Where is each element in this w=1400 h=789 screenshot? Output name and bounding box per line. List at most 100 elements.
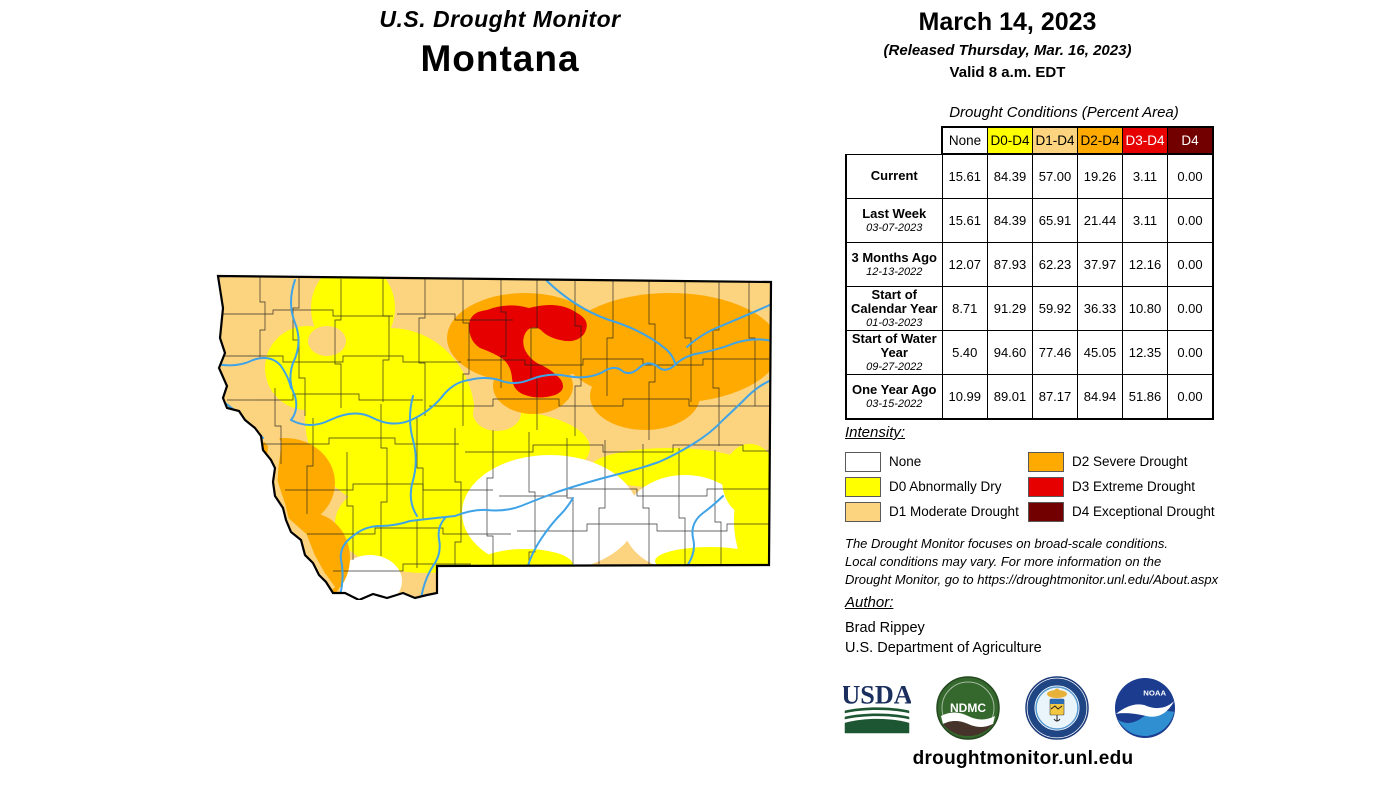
valid-time: Valid 8 a.m. EDT (949, 64, 1066, 81)
commerce-ring (1027, 678, 1087, 738)
row-label-cell: Last Week 03-07-2023 (845, 198, 943, 243)
legend-label: D1 Moderate Drought (889, 504, 1019, 519)
value-cell: 87.17 (1032, 374, 1078, 420)
montana-drought-map (215, 268, 775, 602)
usda-field-stripe (844, 707, 910, 714)
site-url: droughtmonitor.unl.edu (912, 748, 1134, 769)
commerce-shield-mountains (1050, 705, 1063, 710)
commerce-eagle (1047, 690, 1067, 698)
legend-item-d1-moderate-drought: D1 Moderate Drought (845, 499, 1028, 524)
noaa-wordmark: NOAA (1143, 688, 1166, 697)
table-row-one-year-ago: One Year Ago 03-15-2022 10.99 89.01 87.17 84.… (845, 374, 1214, 420)
intensity-legend: Intensity: None D0 Abnormally Dry D1 Moder… (845, 424, 1215, 524)
report-title: U.S. Drought Monitor (379, 6, 621, 32)
legend-label: D3 Extreme Drought (1072, 479, 1196, 494)
value-cell: 0.00 (1167, 374, 1214, 420)
value-cell: 12.07 (941, 242, 988, 287)
legend-label: None (889, 454, 922, 469)
row-date: 09-27-2022 (866, 360, 923, 373)
usda-wordmark: USDA (843, 681, 911, 710)
value-cell: 91.29 (987, 286, 1033, 331)
legend-label: D0 Abnormally Dry (889, 479, 1002, 494)
value-cell: 10.99 (941, 374, 988, 420)
drought-map-svg (216, 274, 773, 602)
noaa-logo: NOAA (1114, 677, 1176, 739)
value-cell: 65.91 (1032, 198, 1078, 243)
row-label: 3 Months Ago (851, 249, 937, 265)
legend-item-none: None (845, 449, 1028, 474)
commerce-logo (1025, 676, 1089, 740)
value-cell: 62.23 (1032, 242, 1078, 287)
usda-field-stripe (844, 713, 910, 720)
value-cell: 0.00 (1167, 330, 1214, 375)
table-corner (846, 127, 942, 154)
value-cell: 94.60 (987, 330, 1033, 375)
value-cell: 5.40 (941, 330, 988, 375)
usda-logo: USDA (843, 681, 911, 734)
disclaimer-line-3: Drought Monitor, go to https://droughtmo… (845, 572, 1219, 587)
value-cell: 3.11 (1122, 153, 1168, 199)
row-label-cell: Current (845, 153, 943, 199)
ndmc-wordmark: NDMC (950, 701, 986, 715)
value-cell: 77.46 (1032, 330, 1078, 375)
value-cell: 87.93 (987, 242, 1033, 287)
noaa-sea (1117, 710, 1175, 736)
value-cell: 21.44 (1077, 198, 1123, 243)
row-date: 03-07-2023 (866, 221, 923, 234)
col-header-d1-d4: D1-D4 (1032, 126, 1078, 155)
noaa-gull (1115, 701, 1175, 717)
col-header-d0-d4: D0-D4 (987, 126, 1033, 155)
legend-swatch (1028, 451, 1064, 472)
col-header-none: None (941, 126, 988, 155)
date-block: March 14, 2023 (Released Thursday, Mar. … (845, 8, 1170, 81)
disclaimer-line-1: The Drought Monitor focuses on broad-sca… (845, 536, 1169, 551)
value-cell: 89.01 (987, 374, 1033, 420)
value-cell: 19.26 (1077, 153, 1123, 199)
legend-label: D2 Severe Drought (1072, 454, 1188, 469)
map-d3-region (469, 304, 587, 398)
table-title: Drought Conditions (Percent Area) (949, 104, 1179, 121)
value-cell: 10.80 (1122, 286, 1168, 331)
value-cell: 51.86 (1122, 374, 1168, 420)
value-cell: 0.00 (1167, 198, 1214, 243)
legend-swatch (845, 501, 881, 522)
state-name: Montana (420, 38, 580, 79)
value-cell: 37.97 (1077, 242, 1123, 287)
value-cell: 59.92 (1032, 286, 1078, 331)
disclaimer-line-2: Local conditions may vary. For more info… (845, 554, 1162, 569)
legend-item-d4-exceptional-drought: D4 Exceptional Drought (1028, 499, 1215, 524)
row-date: 01-03-2023 (866, 316, 923, 329)
col-header-d3-d4: D3-D4 (1122, 126, 1168, 155)
table-row-3-months-ago: 3 Months Ago 12-13-2022 12.07 87.93 62.23 37.… (845, 242, 1214, 287)
ndmc-logo: NDMC (936, 676, 1000, 740)
usda-field-base (844, 718, 910, 734)
value-cell: 8.71 (941, 286, 988, 331)
legend-swatch (845, 476, 881, 497)
row-label-cell: 3 Months Ago 12-13-2022 (845, 242, 943, 287)
value-cell: 15.61 (941, 153, 988, 199)
map-date: March 14, 2023 (918, 8, 1097, 36)
col-header-d4: D4 (1167, 126, 1214, 155)
legend-swatch (845, 451, 881, 472)
logo-row: USDA NDMC NOAA (843, 676, 1201, 740)
row-label-cell: Start of Water Year 09-27-2022 (845, 330, 943, 375)
author-heading: Author: (845, 594, 894, 611)
commerce-shield-chief (1050, 699, 1064, 704)
legend-swatch (1028, 476, 1064, 497)
title-block: U.S. Drought Monitor Montana (280, 6, 720, 80)
value-cell: 84.39 (987, 153, 1033, 199)
author-org: U.S. Department of Agriculture (845, 640, 1042, 656)
release-date: (Released Thursday, Mar. 16, 2023) (883, 42, 1132, 59)
map-county-lines (219, 277, 769, 596)
commerce-eagle-head (1054, 688, 1060, 694)
value-cell: 3.11 (1122, 198, 1168, 243)
legend-item-d0-abnormally-dry: D0 Abnormally Dry (845, 474, 1028, 499)
row-label: Start of Water Year (851, 330, 937, 360)
table-row-start-of-calendar-year: Start of Calendar Year 01-03-2023 8.71 91.2… (845, 286, 1214, 331)
value-cell: 0.00 (1167, 242, 1214, 287)
value-cell: 0.00 (1167, 286, 1214, 331)
value-cell: 57.00 (1032, 153, 1078, 199)
table-row-last-week: Last Week 03-07-2023 15.61 84.39 65.91 21.44 3… (845, 198, 1214, 243)
author-block: Author: Brad Rippey U.S. Department of A… (845, 594, 1042, 658)
